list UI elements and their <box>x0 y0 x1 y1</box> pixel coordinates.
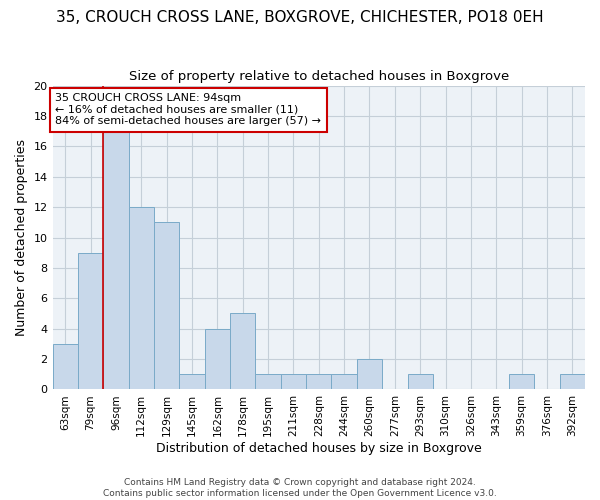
Text: 35 CROUCH CROSS LANE: 94sqm
← 16% of detached houses are smaller (11)
84% of sem: 35 CROUCH CROSS LANE: 94sqm ← 16% of det… <box>55 93 321 126</box>
X-axis label: Distribution of detached houses by size in Boxgrove: Distribution of detached houses by size … <box>156 442 482 455</box>
Bar <box>103 131 128 390</box>
Bar <box>154 222 179 390</box>
Y-axis label: Number of detached properties: Number of detached properties <box>15 139 28 336</box>
Bar <box>230 314 256 390</box>
Title: Size of property relative to detached houses in Boxgrove: Size of property relative to detached ho… <box>128 70 509 83</box>
Bar <box>560 374 585 390</box>
Bar <box>78 252 103 390</box>
Bar <box>281 374 306 390</box>
Bar <box>205 328 230 390</box>
Bar <box>357 359 382 390</box>
Bar <box>331 374 357 390</box>
Bar <box>306 374 331 390</box>
Bar <box>407 374 433 390</box>
Bar <box>256 374 281 390</box>
Bar <box>179 374 205 390</box>
Text: Contains HM Land Registry data © Crown copyright and database right 2024.
Contai: Contains HM Land Registry data © Crown c… <box>103 478 497 498</box>
Text: 35, CROUCH CROSS LANE, BOXGROVE, CHICHESTER, PO18 0EH: 35, CROUCH CROSS LANE, BOXGROVE, CHICHES… <box>56 10 544 25</box>
Bar <box>53 344 78 390</box>
Bar <box>128 207 154 390</box>
Bar <box>509 374 534 390</box>
